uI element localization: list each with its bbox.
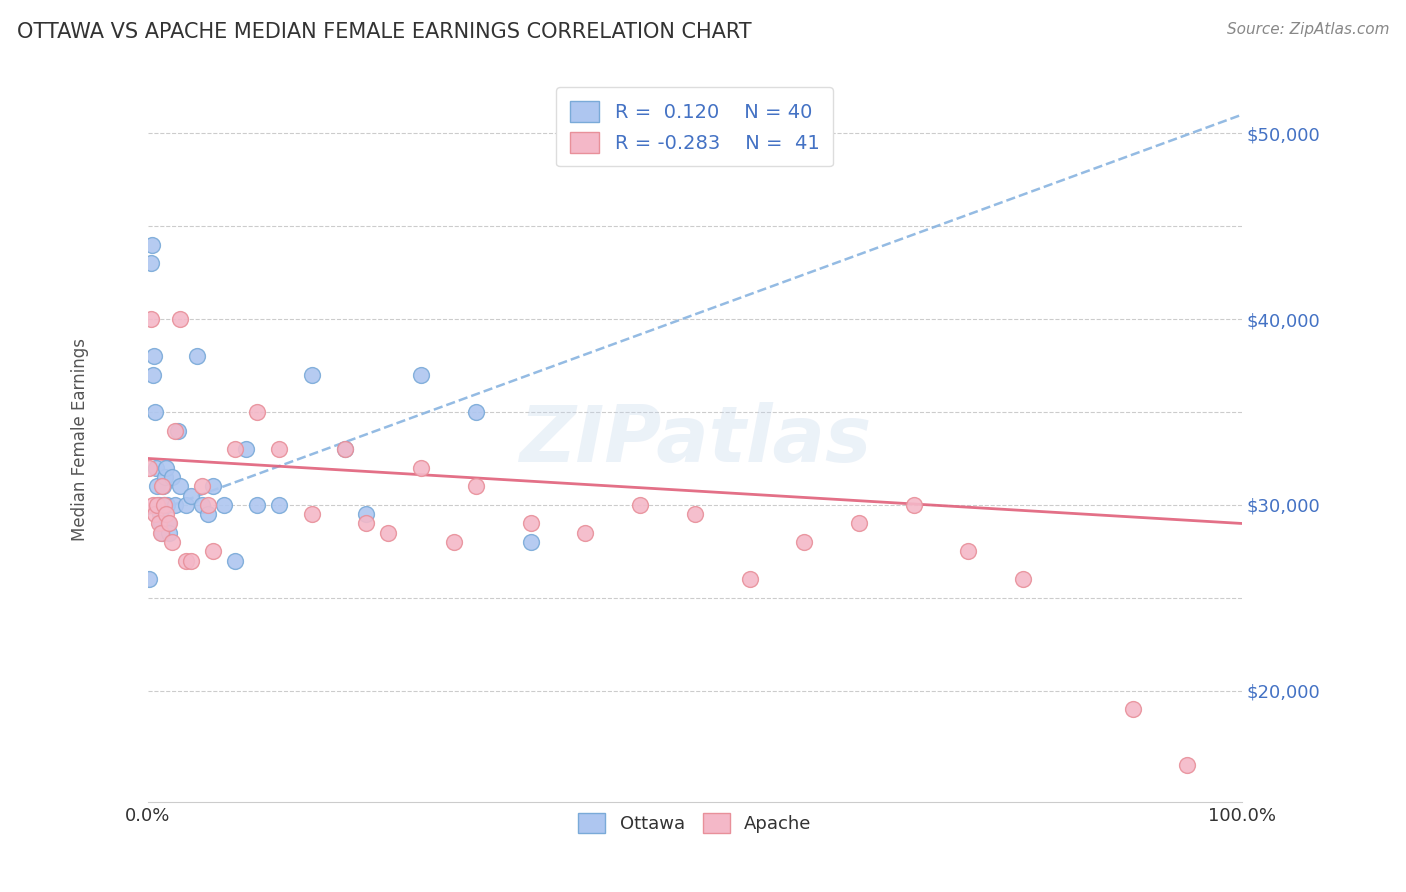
Point [163, 498, 186, 512]
Point [160, 535, 183, 549]
Point [356, 516, 378, 531]
Point [160, 470, 183, 484]
Point [738, 572, 761, 586]
Point [180, 489, 202, 503]
Y-axis label: Median Female Earnings: Median Female Earnings [72, 338, 89, 541]
Point [235, 442, 257, 457]
Point [224, 554, 246, 568]
Point [246, 405, 269, 419]
Point [333, 442, 356, 457]
Point [141, 237, 163, 252]
Point [519, 516, 541, 531]
Text: Source: ZipAtlas.com: Source: ZipAtlas.com [1226, 22, 1389, 37]
Point [143, 349, 166, 363]
Point [628, 498, 651, 512]
Point [197, 507, 219, 521]
Point [186, 349, 208, 363]
Point [143, 507, 166, 521]
Point [191, 498, 214, 512]
Point [152, 479, 174, 493]
Point [519, 535, 541, 549]
Point [167, 424, 190, 438]
Point [163, 424, 186, 438]
Point [150, 479, 173, 493]
Text: OTTAWA VS APACHE MEDIAN FEMALE EARNINGS CORRELATION CHART: OTTAWA VS APACHE MEDIAN FEMALE EARNINGS … [17, 22, 751, 42]
Point [149, 516, 172, 531]
Point [157, 516, 180, 531]
Point [1175, 758, 1198, 772]
Point [301, 368, 323, 382]
Point [267, 442, 290, 457]
Point [138, 460, 160, 475]
Point [903, 498, 925, 512]
Point [224, 442, 246, 457]
Point [156, 498, 179, 512]
Point [174, 498, 197, 512]
Point [148, 516, 170, 531]
Point [150, 525, 173, 540]
Point [145, 460, 167, 475]
Point [377, 525, 399, 540]
Point [443, 535, 465, 549]
Point [356, 507, 378, 521]
Point [142, 498, 165, 512]
Point [246, 498, 269, 512]
Point [683, 507, 706, 521]
Point [153, 498, 176, 512]
Point [153, 470, 176, 484]
Point [957, 544, 980, 558]
Point [191, 479, 214, 493]
Point [793, 535, 815, 549]
Point [169, 479, 191, 493]
Point [464, 479, 486, 493]
Point [411, 460, 433, 475]
Point [153, 498, 176, 512]
Point [848, 516, 870, 531]
Point [155, 460, 177, 475]
Point [169, 312, 191, 326]
Legend: Ottawa, Apache: Ottawa, Apache [567, 803, 823, 844]
Point [574, 525, 596, 540]
Point [139, 312, 162, 326]
Point [146, 498, 169, 512]
Point [202, 479, 225, 493]
Point [1122, 702, 1144, 716]
Point [149, 525, 172, 540]
Point [174, 554, 197, 568]
Point [411, 368, 433, 382]
Point [464, 405, 486, 419]
Point [333, 442, 356, 457]
Point [146, 479, 169, 493]
Point [149, 507, 172, 521]
Point [202, 544, 225, 558]
Point [142, 368, 165, 382]
Point [267, 498, 290, 512]
Text: ZIPatlas: ZIPatlas [519, 402, 870, 478]
Point [138, 572, 160, 586]
Point [212, 498, 235, 512]
Point [180, 554, 202, 568]
Point [143, 405, 166, 419]
Point [159, 525, 181, 540]
Point [197, 498, 219, 512]
Point [1012, 572, 1035, 586]
Point [301, 507, 323, 521]
Point [148, 498, 170, 512]
Point [159, 516, 181, 531]
Point [155, 507, 177, 521]
Point [139, 256, 162, 270]
